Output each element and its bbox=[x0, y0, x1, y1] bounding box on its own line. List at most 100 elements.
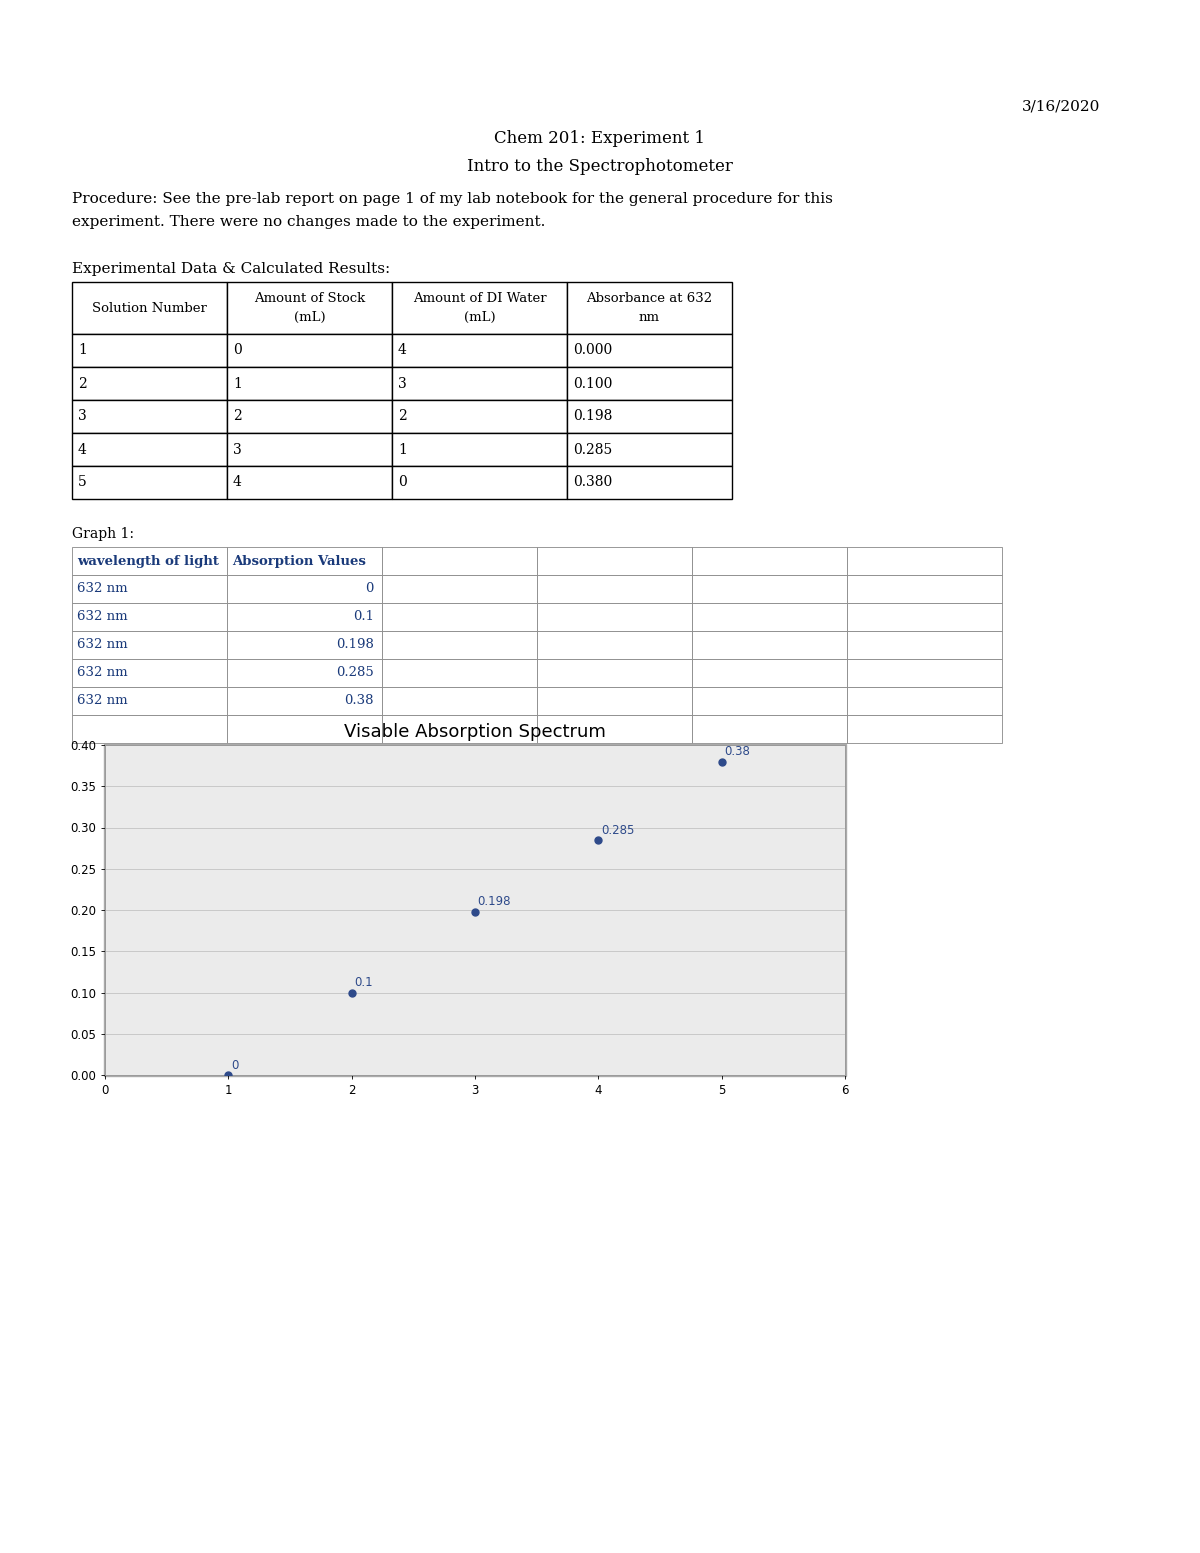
Bar bbox=[568, 334, 732, 367]
Text: 0.198: 0.198 bbox=[336, 638, 374, 652]
Text: Procedure: See the pre-lab report on page 1 of my lab notebook for the general p: Procedure: See the pre-lab report on pag… bbox=[72, 193, 833, 207]
Text: 0.380: 0.380 bbox=[574, 475, 612, 489]
Text: (mL): (mL) bbox=[463, 311, 496, 325]
Bar bbox=[392, 466, 568, 499]
Bar bbox=[227, 283, 392, 334]
Text: 0.198: 0.198 bbox=[478, 896, 511, 909]
Text: 2: 2 bbox=[233, 410, 241, 424]
Text: 2: 2 bbox=[398, 410, 407, 424]
Bar bbox=[72, 433, 227, 466]
Bar bbox=[227, 367, 392, 401]
Point bbox=[218, 1062, 238, 1087]
Text: 632 nm: 632 nm bbox=[77, 638, 127, 652]
Bar bbox=[72, 658, 227, 686]
Bar bbox=[692, 658, 847, 686]
Bar bbox=[72, 631, 227, 658]
Bar bbox=[538, 547, 692, 575]
Bar bbox=[72, 575, 227, 603]
Text: Solution Number: Solution Number bbox=[92, 301, 206, 315]
Bar bbox=[72, 714, 227, 742]
Bar bbox=[568, 367, 732, 401]
Text: 0.38: 0.38 bbox=[724, 745, 750, 758]
Bar bbox=[538, 575, 692, 603]
Text: 0.38: 0.38 bbox=[344, 694, 374, 708]
Bar bbox=[538, 631, 692, 658]
Bar bbox=[227, 658, 382, 686]
Bar bbox=[227, 603, 382, 631]
Text: wavelength of light: wavelength of light bbox=[77, 554, 218, 567]
Bar bbox=[692, 631, 847, 658]
Text: 5: 5 bbox=[78, 475, 86, 489]
Bar bbox=[72, 603, 227, 631]
Bar bbox=[104, 744, 846, 1076]
Text: Absorption Values: Absorption Values bbox=[232, 554, 366, 567]
Bar bbox=[227, 466, 392, 499]
Text: 0.000: 0.000 bbox=[574, 343, 612, 357]
Bar bbox=[568, 401, 732, 433]
Point bbox=[712, 749, 731, 773]
Text: 632 nm: 632 nm bbox=[77, 694, 127, 708]
Text: Chem 201: Experiment 1: Chem 201: Experiment 1 bbox=[494, 130, 706, 148]
Bar bbox=[382, 631, 538, 658]
Text: 4: 4 bbox=[398, 343, 407, 357]
Bar bbox=[382, 575, 538, 603]
Text: 2: 2 bbox=[78, 376, 86, 390]
Bar bbox=[847, 714, 1002, 742]
Bar bbox=[392, 401, 568, 433]
Bar bbox=[382, 603, 538, 631]
Text: 1: 1 bbox=[398, 443, 407, 457]
Bar bbox=[227, 334, 392, 367]
Point bbox=[466, 899, 485, 924]
Text: 0: 0 bbox=[230, 1059, 238, 1072]
Bar bbox=[72, 367, 227, 401]
Text: nm: nm bbox=[640, 311, 660, 325]
Text: (mL): (mL) bbox=[294, 311, 325, 325]
Text: 0.198: 0.198 bbox=[574, 410, 612, 424]
Bar bbox=[847, 575, 1002, 603]
Bar bbox=[692, 603, 847, 631]
Bar bbox=[692, 547, 847, 575]
Bar bbox=[392, 367, 568, 401]
Text: 3: 3 bbox=[233, 443, 241, 457]
Bar bbox=[538, 714, 692, 742]
Bar bbox=[227, 433, 392, 466]
Bar bbox=[382, 714, 538, 742]
Text: Absorbance at 632: Absorbance at 632 bbox=[587, 292, 713, 304]
Text: 632 nm: 632 nm bbox=[77, 610, 127, 623]
Text: experiment. There were no changes made to the experiment.: experiment. There were no changes made t… bbox=[72, 214, 545, 228]
Bar bbox=[392, 334, 568, 367]
Text: 0: 0 bbox=[398, 475, 407, 489]
Bar bbox=[692, 686, 847, 714]
Bar bbox=[72, 334, 227, 367]
Text: Graph 1:: Graph 1: bbox=[72, 526, 134, 540]
Bar bbox=[538, 603, 692, 631]
Bar bbox=[227, 631, 382, 658]
Bar bbox=[568, 433, 732, 466]
Bar bbox=[72, 686, 227, 714]
Bar bbox=[227, 686, 382, 714]
Text: 0.100: 0.100 bbox=[574, 376, 612, 390]
Bar bbox=[227, 575, 382, 603]
Bar bbox=[847, 686, 1002, 714]
Text: 0: 0 bbox=[366, 582, 374, 595]
Bar bbox=[72, 547, 227, 575]
Bar bbox=[227, 547, 382, 575]
Bar bbox=[392, 433, 568, 466]
Text: 0.1: 0.1 bbox=[354, 977, 373, 989]
Bar bbox=[568, 466, 732, 499]
Text: 0.285: 0.285 bbox=[574, 443, 612, 457]
Bar bbox=[392, 283, 568, 334]
Bar bbox=[692, 575, 847, 603]
Point bbox=[342, 980, 361, 1005]
Bar bbox=[227, 714, 382, 742]
Bar bbox=[847, 547, 1002, 575]
Bar bbox=[382, 658, 538, 686]
Text: 4: 4 bbox=[233, 475, 242, 489]
Text: Experimental Data & Calculated Results:: Experimental Data & Calculated Results: bbox=[72, 262, 390, 276]
Bar bbox=[72, 466, 227, 499]
Text: Amount of DI Water: Amount of DI Water bbox=[413, 292, 546, 304]
Text: Intro to the Spectrophotometer: Intro to the Spectrophotometer bbox=[467, 158, 733, 175]
Text: 632 nm: 632 nm bbox=[77, 666, 127, 680]
Text: 1: 1 bbox=[78, 343, 86, 357]
Text: 632 nm: 632 nm bbox=[77, 582, 127, 595]
